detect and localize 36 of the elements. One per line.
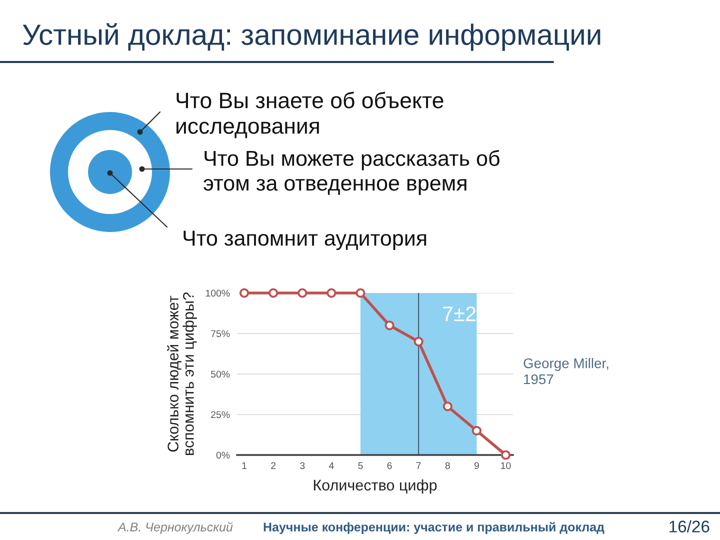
point xyxy=(326,288,336,298)
text: Что Вы можете рассказать об этом за отведенное время xyxy=(204,150,500,196)
point xyxy=(298,288,308,298)
band-label: 7±2 xyxy=(443,306,476,322)
text: Что запомнит аудитория xyxy=(184,230,426,250)
y-tick-label: 75% xyxy=(211,330,230,338)
x-tick-label: 6 xyxy=(387,462,392,470)
point xyxy=(442,402,452,412)
point xyxy=(356,288,366,298)
x-tick-label: 10 xyxy=(501,462,511,470)
y-tick-label: 100% xyxy=(206,290,230,297)
point xyxy=(268,288,278,298)
y-tick-label: 50% xyxy=(210,370,230,378)
x-tick-label: 9 xyxy=(474,462,479,470)
y-tick-label: 0% xyxy=(216,452,230,459)
point xyxy=(500,450,511,460)
text: Что Вы знаете об объекте исследования xyxy=(176,92,444,138)
text: Научные конференции: участие и правильный доклад xyxy=(264,522,604,534)
text: George Miller, 1957 xyxy=(524,358,608,384)
x-axis-title: Количество цифр xyxy=(314,479,437,494)
x-tick-label: 3 xyxy=(300,462,305,470)
text: 16/26 xyxy=(670,520,710,532)
x-tick-label: 2 xyxy=(271,462,276,469)
x-tick-label: 1 xyxy=(242,462,246,469)
x-tick-label: 5 xyxy=(358,462,363,470)
y-tick-label: 25% xyxy=(211,411,230,418)
x-tick-label: 4 xyxy=(328,462,334,469)
x-tick-label: 7 xyxy=(416,462,421,469)
point xyxy=(384,320,394,330)
point xyxy=(414,336,424,346)
x-tick-label: 8 xyxy=(445,462,450,470)
y-axis-title: Сколько людей может вспомнить эти цифры? xyxy=(167,292,197,455)
point xyxy=(472,426,482,436)
point xyxy=(239,288,250,298)
text: А.В. Чернокульский xyxy=(117,522,233,534)
chart-title: Устный доклад: запоминание информации xyxy=(22,23,600,51)
